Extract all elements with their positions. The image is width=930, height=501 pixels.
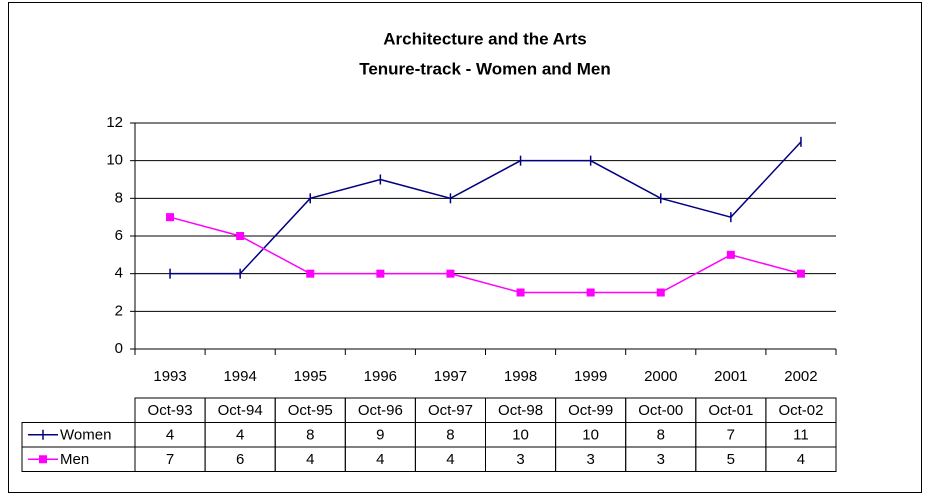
- chart-subtitle: Tenure-track - Women and Men: [359, 59, 611, 78]
- chart-title: Architecture and the Arts: [383, 29, 586, 48]
- x-tick-label: 1998: [504, 368, 537, 385]
- x-tick-label: 2000: [644, 368, 677, 385]
- marker: [586, 288, 595, 297]
- marker: [726, 250, 735, 259]
- marker: [796, 269, 805, 278]
- table-header: Oct-94: [218, 402, 263, 419]
- y-tick-label: 12: [106, 114, 123, 131]
- table-value: 10: [512, 427, 529, 444]
- x-tick-label: 1997: [434, 368, 467, 385]
- table-value: 5: [727, 451, 735, 468]
- table-header: Oct-96: [358, 402, 403, 419]
- x-tick-label: 1995: [294, 368, 327, 385]
- table-header: Oct-99: [568, 402, 613, 419]
- series-line: [169, 216, 802, 294]
- table-header: Oct-93: [148, 402, 193, 419]
- chart-frame: [8, 2, 922, 493]
- legend-label: Women: [60, 427, 111, 444]
- x-tick-label: 2002: [784, 368, 817, 385]
- y-tick-label: 2: [115, 302, 123, 319]
- x-tick-label: 1996: [364, 368, 397, 385]
- table-value: 8: [306, 427, 314, 444]
- table-value: 4: [376, 451, 384, 468]
- table-value: 8: [657, 427, 665, 444]
- marker: [306, 269, 315, 278]
- table-value: 4: [236, 427, 244, 444]
- marker: [656, 288, 665, 297]
- y-tick-label: 10: [106, 152, 123, 169]
- marker: [236, 232, 245, 240]
- table-value: 11: [793, 427, 809, 444]
- table-value: 7: [166, 451, 174, 468]
- x-tick-label: 2001: [714, 368, 747, 385]
- table-value: 4: [306, 451, 314, 468]
- x-tick-label: 1999: [574, 368, 607, 385]
- marker: [376, 269, 385, 278]
- table-value: 3: [586, 451, 594, 468]
- marker: [39, 455, 47, 464]
- table-value: 7: [727, 427, 735, 444]
- table-value: 8: [446, 427, 454, 444]
- table-header: Oct-95: [288, 402, 333, 419]
- series-line: [170, 141, 802, 275]
- y-tick-label: 8: [115, 189, 123, 206]
- table-header: Oct-97: [428, 402, 473, 419]
- table-value: 4: [797, 451, 805, 468]
- table-value: 3: [516, 451, 524, 468]
- x-tick-label: 1994: [223, 368, 256, 385]
- legend-label: Men: [60, 451, 89, 468]
- table-header: Oct-01: [708, 402, 753, 419]
- table-value: 9: [376, 427, 384, 444]
- marker: [516, 288, 525, 297]
- table-value: 10: [582, 427, 599, 444]
- y-tick-label: 6: [115, 227, 123, 244]
- table-cell: [765, 446, 837, 472]
- table-header: Oct-00: [638, 402, 683, 419]
- y-tick-label: 0: [115, 340, 123, 357]
- marker: [446, 269, 455, 278]
- y-tick-label: 4: [115, 265, 123, 282]
- table-value: 4: [166, 427, 174, 444]
- table-header: Oct-02: [778, 402, 823, 419]
- marker: [166, 213, 175, 222]
- table-value: 3: [657, 451, 665, 468]
- table-value: 4: [446, 451, 454, 468]
- table-header: Oct-98: [498, 402, 543, 419]
- table-value: 6: [236, 451, 244, 468]
- x-tick-label: 1993: [153, 368, 186, 385]
